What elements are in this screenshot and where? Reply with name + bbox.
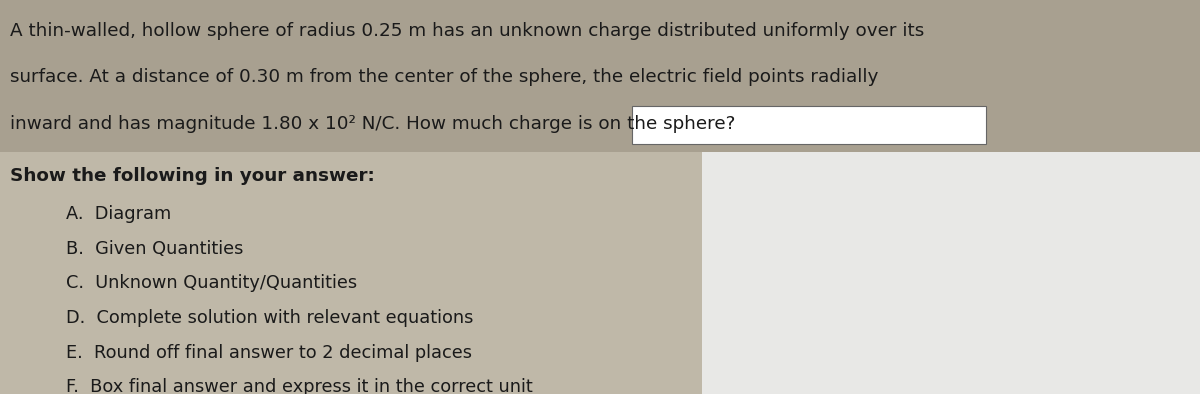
Bar: [632, 106, 986, 144]
Text: A thin-walled, hollow sphere of radius 0.25 m has an unknown charge distributed : A thin-walled, hollow sphere of radius 0…: [10, 22, 924, 40]
Bar: [0, 152, 702, 394]
Bar: [702, 152, 1200, 394]
Text: D.  Complete solution with relevant equations: D. Complete solution with relevant equat…: [66, 309, 473, 327]
Text: inward and has magnitude 1.80 x 10² N/C. How much charge is on the sphere?: inward and has magnitude 1.80 x 10² N/C.…: [10, 115, 734, 133]
Bar: [0, 0, 1200, 152]
Text: A.  Diagram: A. Diagram: [66, 205, 172, 223]
Text: Show the following in your answer:: Show the following in your answer:: [10, 167, 374, 186]
Text: C.  Unknown Quantity/Quantities: C. Unknown Quantity/Quantities: [66, 274, 358, 292]
Text: surface. At a distance of 0.30 m from the center of the sphere, the electric fie: surface. At a distance of 0.30 m from th…: [10, 68, 878, 86]
Text: E.  Round off final answer to 2 decimal places: E. Round off final answer to 2 decimal p…: [66, 344, 472, 362]
Text: F.  Box final answer and express it in the correct unit: F. Box final answer and express it in th…: [66, 378, 533, 394]
Text: B.  Given Quantities: B. Given Quantities: [66, 240, 244, 258]
